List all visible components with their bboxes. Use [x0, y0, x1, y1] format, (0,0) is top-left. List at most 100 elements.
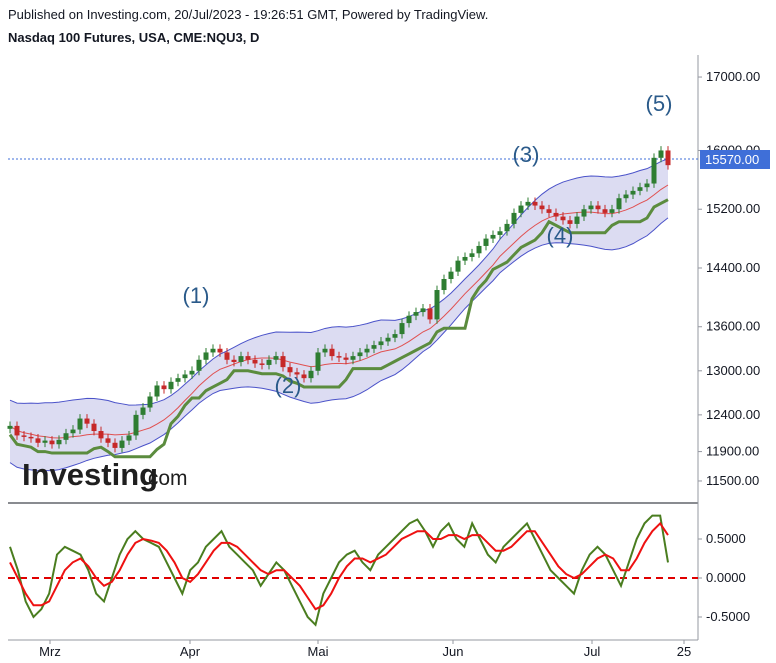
candle-body	[7, 425, 13, 429]
candle-body	[602, 209, 608, 213]
candle-body	[511, 212, 517, 224]
candle-body	[252, 359, 258, 364]
candle-body	[378, 341, 384, 346]
candle-body	[588, 205, 594, 210]
candle-body	[658, 150, 664, 158]
candle-body	[525, 201, 531, 206]
last-price-badge	[700, 150, 770, 169]
candle-body	[154, 385, 160, 397]
candle-body	[98, 431, 104, 439]
candle-body	[490, 234, 496, 239]
logo-brand: Investing	[22, 457, 158, 492]
candle-body	[140, 407, 146, 415]
candle-body	[462, 256, 468, 261]
candle-body	[175, 378, 181, 382]
candle-body	[238, 356, 244, 362]
candle-body	[434, 290, 440, 320]
published-line: Published on Investing.com, 20/Jul/2023 …	[8, 7, 489, 22]
oscillator-tick-label: 0.5000	[706, 531, 746, 546]
bollinger-band-fill	[10, 158, 668, 471]
candle-body	[420, 308, 426, 313]
bollinger-lower-line	[9, 217, 669, 472]
candle-body	[399, 323, 405, 335]
candle-body	[532, 201, 538, 206]
candle-body	[210, 348, 216, 353]
candle-body	[315, 352, 321, 371]
candle-body	[630, 190, 636, 195]
candle-body	[224, 352, 230, 360]
candle-body	[273, 356, 279, 360]
candle-body	[623, 194, 629, 199]
candle-body	[385, 337, 391, 342]
candle-body	[581, 209, 587, 217]
candle-body	[616, 198, 622, 210]
candle-body	[70, 429, 76, 434]
oscillator-tick-label: 0.0000	[706, 570, 746, 585]
candle-body	[497, 231, 503, 235]
candle-body	[245, 356, 251, 360]
candle-body	[574, 216, 580, 224]
candle-body	[665, 150, 671, 166]
candle-body	[259, 363, 265, 365]
price-tick-label: 11500.00	[706, 473, 759, 488]
candle-body	[203, 352, 209, 360]
time-tick-label: Mai	[308, 644, 329, 659]
candle-body	[644, 183, 650, 188]
price-tick-label: 14400.00	[706, 260, 760, 275]
candle-body	[84, 418, 90, 424]
candle-body	[161, 385, 167, 390]
candle-body	[105, 438, 111, 443]
candle-body	[364, 348, 370, 353]
candle-body	[455, 260, 461, 272]
price-tick-label: 13000.00	[706, 363, 760, 378]
time-tick-label: 25	[677, 644, 691, 659]
candle-body	[35, 438, 41, 443]
candle-body	[287, 367, 293, 373]
wave-label: (3)	[513, 142, 540, 167]
price-tick-label: 15200.00	[706, 201, 760, 216]
candle-body	[539, 205, 545, 210]
candle-body	[196, 359, 202, 371]
price-tick-label: 11900.00	[706, 444, 759, 459]
candle-body	[483, 238, 489, 246]
wave-label: (5)	[646, 91, 673, 116]
candle-body	[182, 374, 188, 379]
candle-body	[392, 334, 398, 338]
candle-body	[553, 212, 559, 217]
time-tick-label: Mrz	[39, 644, 61, 659]
candle-body	[280, 356, 286, 368]
candle-body	[567, 220, 573, 224]
wave-label: (2)	[275, 373, 302, 398]
candle-body	[448, 271, 454, 279]
candle-body	[637, 187, 643, 191]
candle-body	[560, 216, 566, 221]
investing-logo: Investing .com	[22, 457, 188, 492]
candle-body	[301, 374, 307, 379]
candle-body	[343, 357, 349, 360]
candle-body	[504, 223, 510, 232]
candle-body	[168, 381, 174, 390]
candle-body	[546, 209, 552, 213]
bollinger-upper-line	[9, 158, 669, 406]
wave-label: (4)	[547, 223, 574, 248]
candle-body	[609, 209, 615, 213]
candle-body	[308, 370, 314, 379]
candle-body	[133, 414, 139, 436]
candle-body	[322, 348, 328, 353]
candle-body	[119, 440, 125, 448]
candle-body	[217, 348, 223, 353]
oscillator-tick-label: -0.5000	[706, 609, 750, 624]
candle-body	[126, 435, 132, 441]
last-price-label: 15570.00	[705, 152, 759, 167]
candle-body	[406, 315, 412, 324]
candle-body	[189, 370, 195, 375]
candle-body	[427, 308, 433, 320]
candle-body	[266, 359, 272, 365]
logo-suffix: .com	[142, 467, 188, 490]
candle-body	[413, 312, 419, 316]
candle-body	[476, 245, 482, 254]
candle-body	[651, 157, 657, 184]
price-tick-label: 12400.00	[706, 407, 760, 422]
candle-body	[112, 442, 118, 448]
candle-body	[350, 356, 356, 360]
